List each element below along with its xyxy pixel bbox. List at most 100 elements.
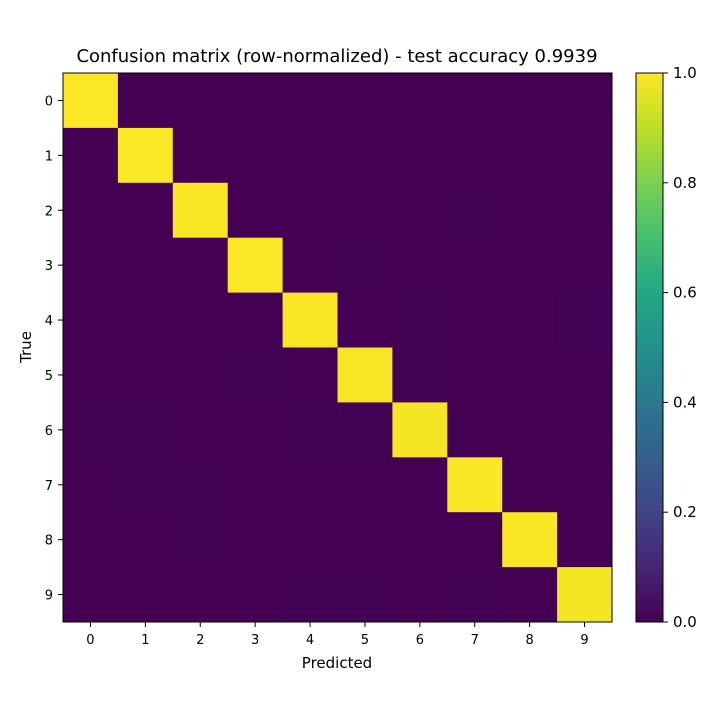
chart-title: Confusion matrix (row-normalized) - test… (76, 46, 597, 67)
heatmap-cell (447, 457, 503, 513)
heatmap-cell (282, 567, 338, 623)
heatmap-cell (117, 237, 174, 294)
heatmap-cell (447, 402, 503, 458)
heatmap-cell (282, 182, 338, 239)
colorbar-tick-label: 0.4 (673, 393, 697, 411)
colorbar-ticks: 0.0 0.2 0.4 0.6 0.8 1.0 (663, 64, 697, 631)
y-tick-label: 8 (45, 534, 53, 549)
heatmap-cell (172, 182, 229, 239)
heatmap-cell (557, 292, 613, 348)
heatmap-cell (447, 347, 503, 403)
heatmap-cell (117, 347, 174, 403)
heatmap-cell (392, 292, 448, 348)
colorbar-tick-label: 0.0 (673, 613, 697, 631)
y-tick-label: 1 (45, 149, 53, 164)
x-tick-label: 2 (196, 633, 204, 648)
heatmap-cell (227, 457, 284, 513)
heatmap-cell (392, 347, 448, 403)
heatmap-cell (172, 512, 229, 568)
heatmap-cells (63, 73, 613, 623)
heatmap-cell (282, 512, 338, 568)
heatmap-cell (282, 457, 338, 513)
heatmap-cell (227, 127, 284, 184)
heatmap-cell (392, 567, 448, 623)
heatmap-cell (63, 567, 119, 623)
heatmap-cell (227, 567, 284, 623)
heatmap-cell (227, 512, 284, 568)
x-tick-label: 1 (141, 633, 149, 648)
heatmap-cell (227, 347, 284, 403)
heatmap-cell (392, 73, 448, 129)
y-tick-label: 2 (45, 204, 53, 219)
heatmap-cell (557, 457, 613, 513)
heatmap-cell (502, 182, 558, 239)
y-tick-label: 7 (45, 479, 53, 494)
x-tick-label: 3 (251, 633, 259, 648)
heatmap-cell (227, 292, 284, 348)
heatmap-cell (502, 402, 558, 458)
heatmap-cell (282, 237, 338, 294)
x-tick-label: 5 (361, 633, 369, 648)
heatmap-cell (557, 402, 613, 458)
heatmap-cell (227, 182, 284, 239)
heatmap-cell (282, 127, 338, 184)
y-axis-label: True (17, 331, 35, 364)
heatmap-cell (337, 402, 393, 458)
x-tick-label: 8 (526, 633, 534, 648)
y-axis-ticks: 0 1 2 3 4 5 6 7 8 9 (45, 94, 63, 604)
heatmap-cell (447, 127, 503, 184)
heatmap-cell (337, 292, 393, 348)
heatmap-cell (392, 457, 448, 513)
heatmap-cell (557, 347, 613, 403)
heatmap-cell (502, 457, 558, 513)
colorbar (635, 72, 664, 623)
heatmap-cell (117, 567, 174, 623)
heatmap-cell (337, 73, 393, 129)
heatmap-cell (172, 73, 229, 129)
heatmap-cell (172, 567, 229, 623)
y-tick-label: 9 (45, 589, 53, 604)
x-axis-ticks: 0 1 2 3 4 5 6 7 8 9 (86, 622, 589, 648)
heatmap-cell (63, 457, 119, 513)
heatmap-cell (117, 292, 174, 348)
heatmap-cell (337, 567, 393, 623)
heatmap-cell (117, 402, 174, 458)
heatmap-cell (447, 567, 503, 623)
y-tick-label: 4 (45, 314, 53, 329)
plot-frame (62, 72, 613, 623)
heatmap-cell (447, 73, 503, 129)
heatmap-cell (502, 73, 558, 129)
heatmap-cell (63, 512, 119, 568)
heatmap-cell (282, 73, 338, 129)
y-tick-label: 3 (45, 259, 53, 274)
heatmap-cell (557, 127, 613, 184)
heatmap-cell (63, 402, 119, 458)
heatmap-cell (557, 237, 613, 294)
heatmap-cell (282, 292, 338, 348)
heatmap-cell (172, 237, 229, 294)
heatmap-cell (63, 347, 119, 403)
x-tick-label: 7 (471, 633, 479, 648)
heatmap-cell (282, 347, 338, 403)
heatmap-cell (447, 292, 503, 348)
heatmap-cell (227, 402, 284, 458)
heatmap-cell (117, 457, 174, 513)
x-tick-label: 9 (580, 633, 588, 648)
heatmap-cell (172, 292, 229, 348)
heatmap-cell (117, 127, 174, 184)
x-tick-label: 0 (86, 633, 94, 648)
heatmap-cell (447, 237, 503, 294)
heatmap-cell (63, 182, 119, 239)
x-axis-label: Predicted (302, 654, 372, 672)
heatmap-cell (337, 237, 393, 294)
heatmap-cell (502, 347, 558, 403)
y-tick-label: 6 (45, 424, 53, 439)
heatmap-cell (502, 567, 558, 623)
heatmap-cell (392, 182, 448, 239)
y-tick-label: 0 (45, 94, 53, 109)
heatmap-cell (117, 182, 174, 239)
heatmap-cell (392, 402, 448, 458)
x-tick-label: 6 (416, 633, 424, 648)
y-tick-label: 5 (45, 369, 53, 384)
